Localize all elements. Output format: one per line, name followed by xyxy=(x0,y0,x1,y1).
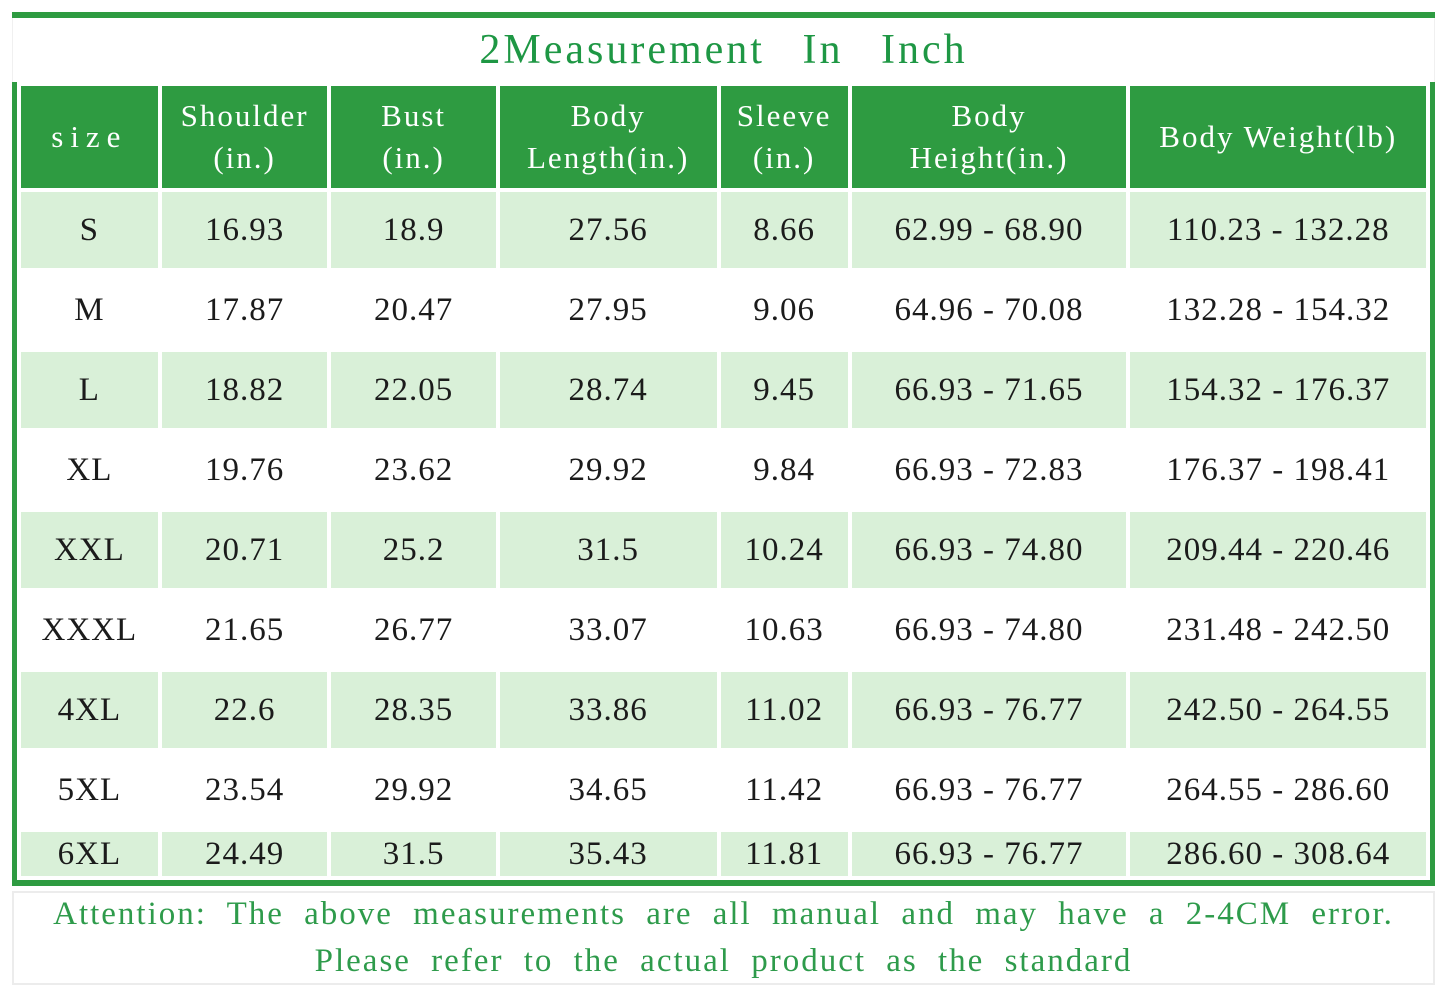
value-cell: 21.65 xyxy=(161,592,328,668)
table-row: 6XL 24.49 31.5 35.43 11.81 66.93 - 76.77… xyxy=(21,832,1426,876)
attention-line-1: Attention: The above measurements are al… xyxy=(53,896,1394,932)
size-cell: XXXL xyxy=(21,592,158,668)
value-cell: 26.77 xyxy=(331,592,496,668)
table-row: L 18.82 22.05 28.74 9.45 66.93 - 71.65 1… xyxy=(21,352,1426,428)
table-body: S 16.93 18.9 27.56 8.66 62.99 - 68.90 11… xyxy=(21,192,1426,876)
page-title: 2Measurement In Inch xyxy=(479,27,968,73)
value-cell: 23.54 xyxy=(161,752,328,828)
column-header-shoulder: Shoulder (in.) xyxy=(161,86,328,188)
column-header-body-height: Body Height(in.) xyxy=(851,86,1127,188)
value-cell: 9.06 xyxy=(720,272,848,348)
value-cell: 33.07 xyxy=(499,592,717,668)
value-cell: 20.71 xyxy=(161,512,328,588)
value-cell: 25.2 xyxy=(331,512,496,588)
column-header-size: size xyxy=(21,86,158,188)
value-cell: 66.93 - 74.80 xyxy=(851,512,1127,588)
table-row: 5XL 23.54 29.92 34.65 11.42 66.93 - 76.7… xyxy=(21,752,1426,828)
value-cell: 31.5 xyxy=(499,512,717,588)
value-cell: 16.93 xyxy=(161,192,328,268)
column-header-sleeve: Sleeve (in.) xyxy=(720,86,848,188)
value-cell: 31.5 xyxy=(331,832,496,876)
value-cell: 66.93 - 72.83 xyxy=(851,432,1127,508)
size-cell: M xyxy=(21,272,158,348)
value-cell: 286.60 - 308.64 xyxy=(1130,832,1426,876)
value-cell: 154.32 - 176.37 xyxy=(1130,352,1426,428)
value-cell: 35.43 xyxy=(499,832,717,876)
value-cell: 11.02 xyxy=(720,672,848,748)
value-cell: 264.55 - 286.60 xyxy=(1130,752,1426,828)
value-cell: 18.9 xyxy=(331,192,496,268)
table-row: S 16.93 18.9 27.56 8.66 62.99 - 68.90 11… xyxy=(21,192,1426,268)
value-cell: 9.84 xyxy=(720,432,848,508)
size-cell: L xyxy=(21,352,158,428)
size-table-frame: size Shoulder (in.) Bust (in.) Body Leng… xyxy=(12,82,1435,886)
value-cell: 24.49 xyxy=(161,832,328,876)
value-cell: 28.35 xyxy=(331,672,496,748)
table-row: XL 19.76 23.62 29.92 9.84 66.93 - 72.83 … xyxy=(21,432,1426,508)
value-cell: 110.23 - 132.28 xyxy=(1130,192,1426,268)
value-cell: 29.92 xyxy=(331,752,496,828)
size-cell: 6XL xyxy=(21,832,158,876)
value-cell: 209.44 - 220.46 xyxy=(1130,512,1426,588)
value-cell: 66.93 - 76.77 xyxy=(851,832,1127,876)
size-cell: S xyxy=(21,192,158,268)
value-cell: 28.74 xyxy=(499,352,717,428)
value-cell: 66.93 - 74.80 xyxy=(851,592,1127,668)
attention-note: Attention: The above measurements are al… xyxy=(12,891,1435,985)
value-cell: 33.86 xyxy=(499,672,717,748)
size-cell: XL xyxy=(21,432,158,508)
header-row: size Shoulder (in.) Bust (in.) Body Leng… xyxy=(21,86,1426,188)
value-cell: 27.56 xyxy=(499,192,717,268)
table-row: XXXL 21.65 26.77 33.07 10.63 66.93 - 74.… xyxy=(21,592,1426,668)
value-cell: 231.48 - 242.50 xyxy=(1130,592,1426,668)
value-cell: 9.45 xyxy=(720,352,848,428)
size-table: size Shoulder (in.) Bust (in.) Body Leng… xyxy=(17,82,1430,880)
title-band: 2Measurement In Inch xyxy=(12,18,1435,82)
value-cell: 66.93 - 76.77 xyxy=(851,752,1127,828)
value-cell: 22.6 xyxy=(161,672,328,748)
column-header-body-length: Body Length(in.) xyxy=(499,86,717,188)
column-header-body-weight: Body Weight(lb) xyxy=(1130,86,1426,188)
size-cell: 5XL xyxy=(21,752,158,828)
size-cell: 4XL xyxy=(21,672,158,748)
value-cell: 176.37 - 198.41 xyxy=(1130,432,1426,508)
top-border-line xyxy=(12,12,1435,18)
table-row: XXL 20.71 25.2 31.5 10.24 66.93 - 74.80 … xyxy=(21,512,1426,588)
value-cell: 18.82 xyxy=(161,352,328,428)
value-cell: 66.93 - 76.77 xyxy=(851,672,1127,748)
value-cell: 29.92 xyxy=(499,432,717,508)
attention-line-2: Please refer to the actual product as th… xyxy=(314,942,1133,979)
value-cell: 132.28 - 154.32 xyxy=(1130,272,1426,348)
value-cell: 64.96 - 70.08 xyxy=(851,272,1127,348)
table-row: M 17.87 20.47 27.95 9.06 64.96 - 70.08 1… xyxy=(21,272,1426,348)
value-cell: 22.05 xyxy=(331,352,496,428)
value-cell: 8.66 xyxy=(720,192,848,268)
value-cell: 27.95 xyxy=(499,272,717,348)
size-cell: XXL xyxy=(21,512,158,588)
column-header-bust: Bust (in.) xyxy=(331,86,496,188)
value-cell: 23.62 xyxy=(331,432,496,508)
table-row: 4XL 22.6 28.35 33.86 11.02 66.93 - 76.77… xyxy=(21,672,1426,748)
value-cell: 66.93 - 71.65 xyxy=(851,352,1127,428)
value-cell: 62.99 - 68.90 xyxy=(851,192,1127,268)
value-cell: 242.50 - 264.55 xyxy=(1130,672,1426,748)
value-cell: 10.63 xyxy=(720,592,848,668)
value-cell: 19.76 xyxy=(161,432,328,508)
value-cell: 11.81 xyxy=(720,832,848,876)
value-cell: 10.24 xyxy=(720,512,848,588)
value-cell: 20.47 xyxy=(331,272,496,348)
value-cell: 34.65 xyxy=(499,752,717,828)
value-cell: 11.42 xyxy=(720,752,848,828)
value-cell: 17.87 xyxy=(161,272,328,348)
